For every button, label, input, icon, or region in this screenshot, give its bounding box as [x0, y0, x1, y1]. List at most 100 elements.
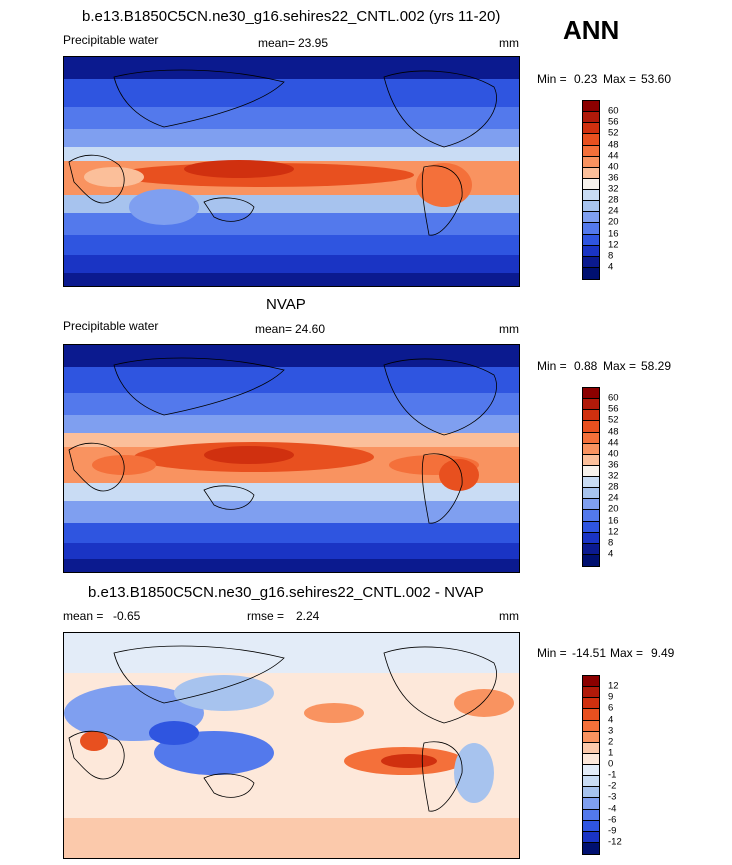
colorbar-swatch	[583, 753, 599, 765]
colorbar-swatch	[583, 465, 599, 477]
colorbar-swatch	[583, 388, 599, 400]
panel-2-variable: Precipitable water	[63, 319, 159, 333]
colorbar-swatch	[583, 532, 599, 544]
colorbar-tick-label: 1	[608, 747, 614, 759]
colorbar-swatch	[583, 178, 599, 190]
colorbar-swatch	[583, 820, 599, 832]
colorbar-tick-label: 28	[608, 481, 619, 493]
colorbar-swatch	[583, 156, 599, 168]
colorbar-swatch	[583, 123, 599, 135]
colorbar-swatch	[583, 809, 599, 821]
colorbar-swatch	[583, 212, 599, 224]
panel-1-max-label: Max =	[603, 72, 637, 86]
colorbar-tick-label: 2	[608, 736, 614, 748]
colorbar-tick-label: 6	[608, 702, 614, 714]
colorbar-tick-label: 28	[608, 194, 619, 206]
colorbar-tick-label: 9	[608, 691, 614, 703]
colorbar-tick-label: -9	[608, 825, 617, 837]
colorbar-swatch	[583, 787, 599, 799]
colorbar-swatch	[583, 742, 599, 754]
colorbar-swatch	[583, 432, 599, 444]
panel-2-min-value: 0.88	[574, 359, 598, 373]
panel-1-units: mm	[499, 36, 519, 50]
colorbar-tick-label: 8	[608, 537, 614, 549]
colorbar-swatch	[583, 798, 599, 810]
panel-3-min-value: -14.51	[572, 646, 607, 660]
panel-3-rmse-label: rmse =	[247, 609, 285, 623]
colorbar-tick-label: 60	[608, 105, 619, 117]
colorbar-swatch	[583, 101, 599, 113]
panel-2-map	[63, 344, 520, 573]
colorbar-tick-label: -6	[608, 814, 617, 826]
panel-2-min-label: Min =	[537, 359, 567, 373]
colorbar-swatch	[583, 554, 599, 566]
panel-3-colorbar	[582, 675, 600, 855]
colorbar-swatch	[583, 201, 599, 213]
panel-1-variable: Precipitable water	[63, 33, 159, 47]
colorbar-tick-label: 56	[608, 116, 619, 128]
panel-3-title: b.e13.B1850C5CN.ne30_g16.sehires22_CNTL.…	[88, 584, 484, 601]
panel-3-rmse-value: 2.24	[296, 609, 320, 623]
panel-2-max-label: Max =	[603, 359, 637, 373]
colorbar-tick-label: 20	[608, 503, 619, 515]
colorbar-swatch	[583, 267, 599, 279]
colorbar-tick-label: -3	[608, 791, 617, 803]
colorbar-swatch	[583, 543, 599, 555]
panel-2-max-value: 58.29	[641, 359, 672, 373]
colorbar-swatch	[583, 112, 599, 124]
colorbar-tick-label: 48	[608, 139, 619, 150]
colorbar-tick-label: 40	[608, 448, 619, 460]
panel-3-map	[63, 632, 520, 859]
colorbar-swatch	[583, 256, 599, 268]
colorbar-tick-label: 4	[608, 548, 614, 560]
colorbar-tick-label: 56	[608, 403, 619, 415]
colorbar-swatch	[583, 720, 599, 732]
colorbar-tick-label: 24	[608, 205, 619, 217]
colorbar-swatch	[583, 831, 599, 843]
colorbar-tick-label: 44	[608, 437, 619, 449]
panel-1-max-value: 53.60	[641, 72, 672, 86]
colorbar-swatch	[583, 477, 599, 489]
panel-2-units: mm	[499, 322, 519, 336]
colorbar-swatch	[583, 443, 599, 455]
colorbar-tick-label: 32	[608, 183, 619, 195]
colorbar-tick-label: 4	[608, 714, 614, 725]
panel-3-units: mm	[499, 609, 519, 623]
colorbar-swatch	[583, 709, 599, 721]
colorbar-swatch	[583, 698, 599, 710]
colorbar-swatch	[583, 245, 599, 257]
panel-1-min-value: 0.23	[574, 72, 598, 86]
colorbar-tick-label: 12	[608, 680, 619, 692]
colorbar-tick-label: 52	[608, 414, 619, 426]
colorbar-swatch	[583, 190, 599, 202]
colorbar-tick-label: 44	[608, 150, 619, 162]
panel-1-colorbar	[582, 100, 600, 280]
colorbar-tick-label: 20	[608, 216, 619, 228]
panel-1-map	[63, 56, 520, 287]
colorbar-tick-label: 40	[608, 161, 619, 173]
colorbar-tick-label: 24	[608, 492, 619, 504]
colorbar-tick-label: 0	[608, 758, 614, 770]
panel-1-mean-label: mean=	[258, 36, 296, 50]
panel-2-map-svg	[64, 345, 519, 572]
colorbar-swatch	[583, 521, 599, 533]
colorbar-swatch	[583, 510, 599, 522]
colorbar-swatch	[583, 145, 599, 157]
panel-3-map-svg	[64, 633, 519, 858]
panel-1-min-label: Min =	[537, 72, 567, 86]
colorbar-tick-label: 3	[608, 725, 614, 737]
colorbar-swatch	[583, 454, 599, 466]
colorbar-tick-label: 12	[608, 239, 619, 251]
panel-2-colorbar	[582, 387, 600, 567]
panel-1-map-svg	[64, 57, 519, 286]
colorbar-tick-label: -2	[608, 780, 617, 792]
colorbar-tick-label: 36	[608, 172, 619, 184]
colorbar-swatch	[583, 499, 599, 511]
colorbar-tick-label: 48	[608, 426, 619, 437]
colorbar-tick-label: 32	[608, 470, 619, 482]
colorbar-swatch	[583, 223, 599, 235]
colorbar-tick-label: -1	[608, 769, 617, 781]
colorbar-swatch	[583, 676, 599, 688]
colorbar-tick-label: 12	[608, 526, 619, 538]
panel-1-mean-value: 23.95	[298, 36, 329, 50]
